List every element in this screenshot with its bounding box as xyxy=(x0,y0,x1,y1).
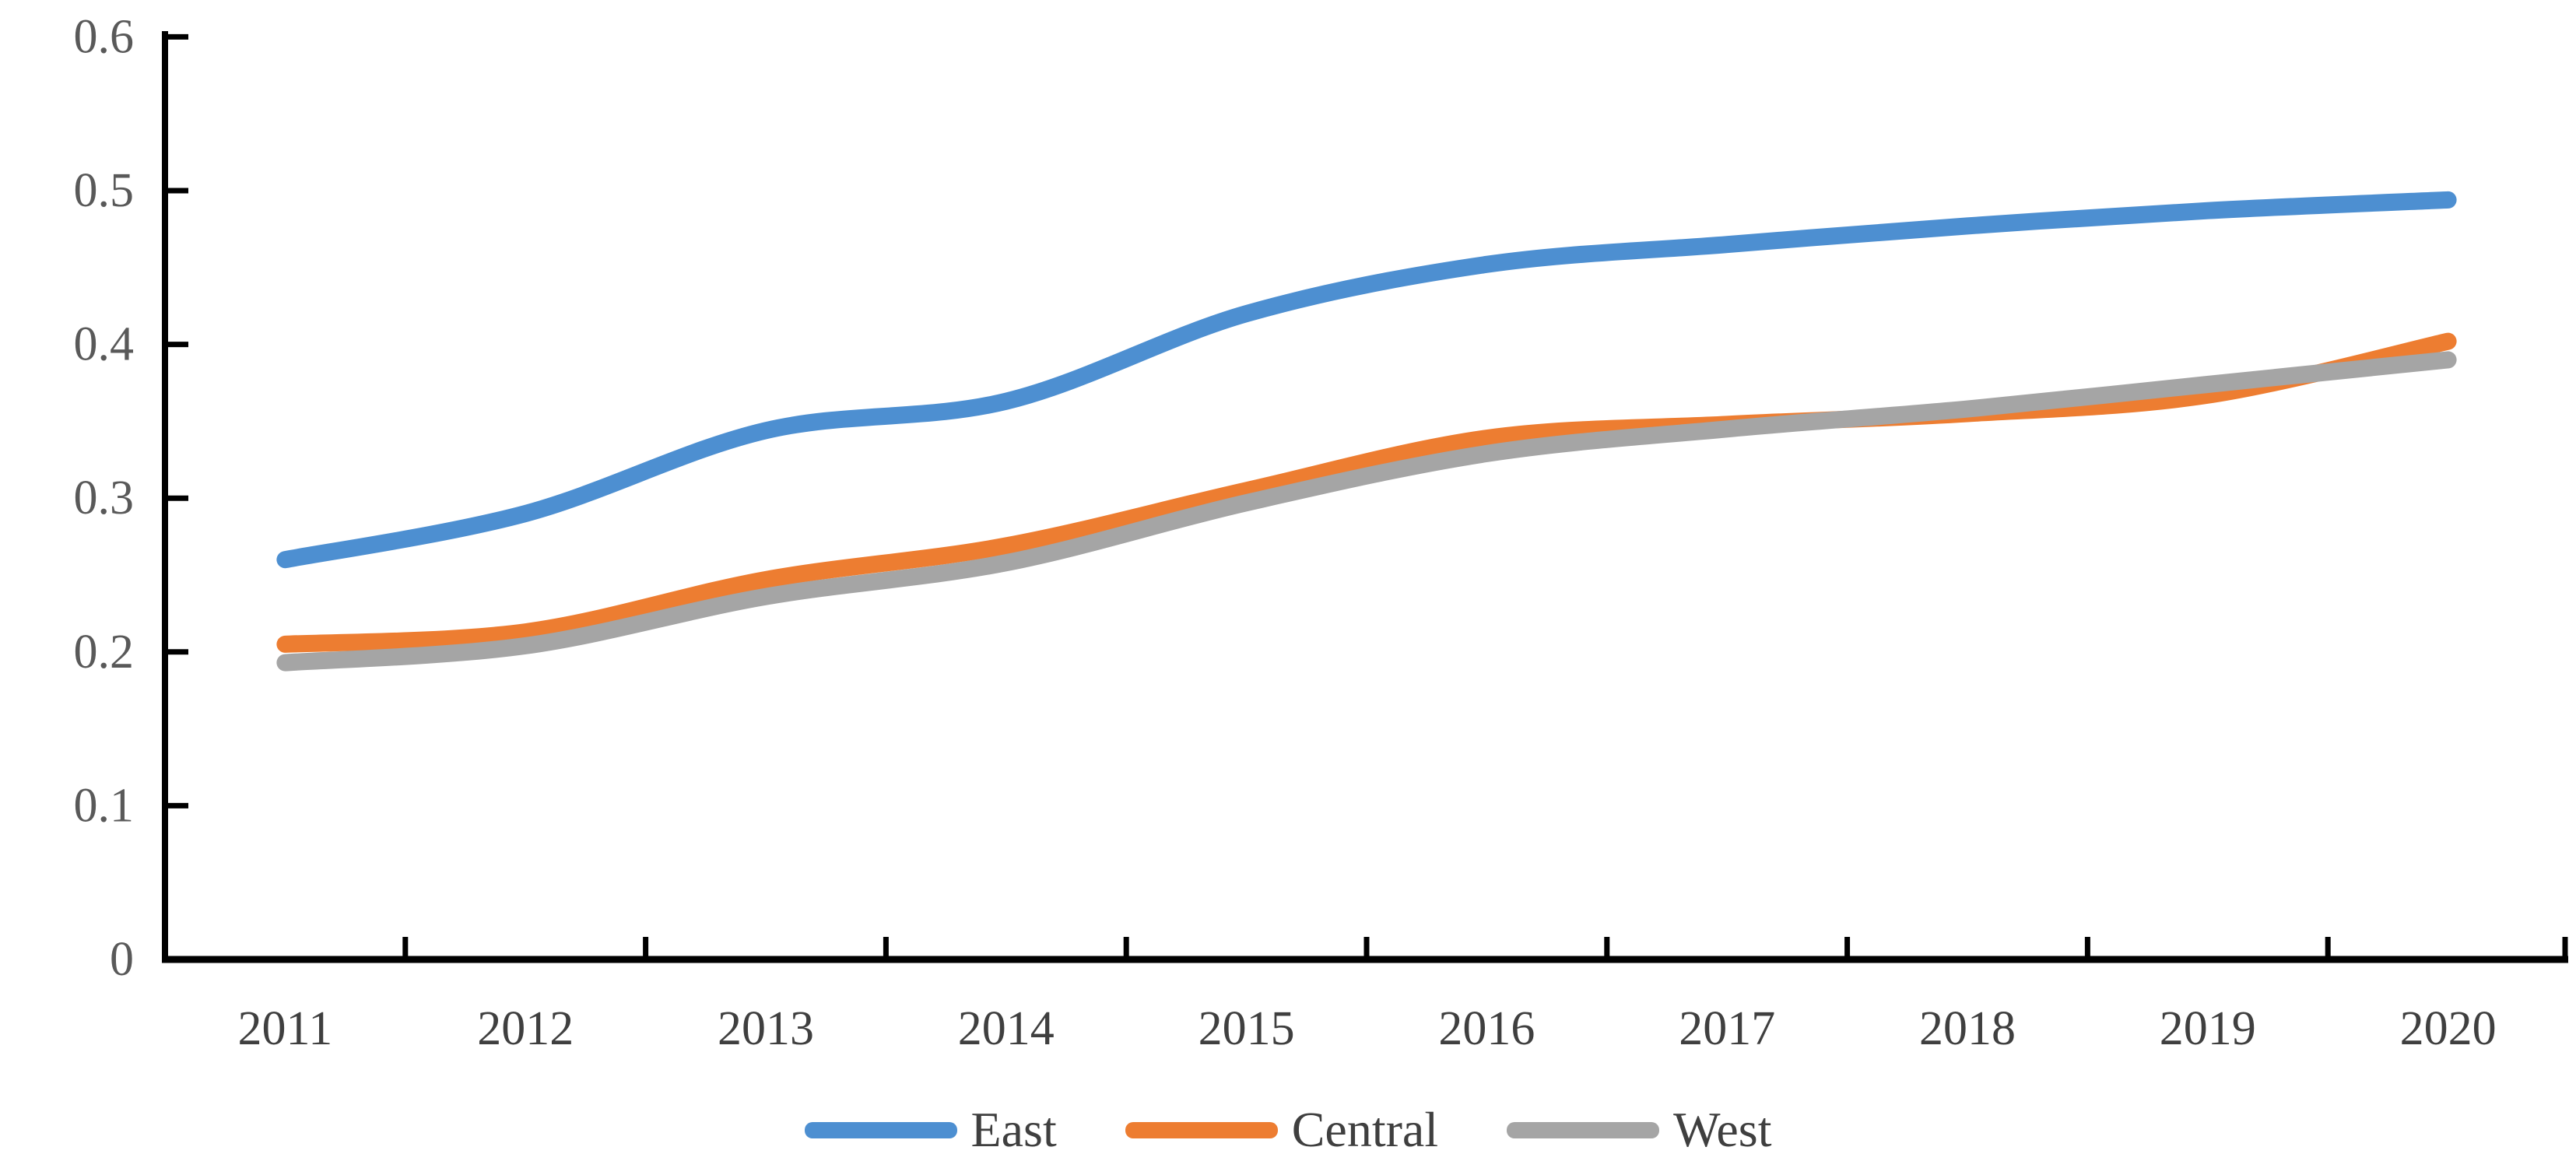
x-tick-label: 2011 xyxy=(238,1002,333,1055)
x-tick-label: 2019 xyxy=(2160,1002,2256,1055)
legend-label-west: West xyxy=(1673,1102,1772,1157)
legend-label-east: East xyxy=(970,1102,1057,1157)
legend-item-east: East xyxy=(804,1102,1057,1157)
y-tick-label: 0.3 xyxy=(74,472,135,524)
y-tick-label: 0.2 xyxy=(74,626,135,679)
y-tick-label: 0 xyxy=(110,933,134,986)
x-tick-label: 2020 xyxy=(2400,1002,2497,1055)
x-tick-label: 2017 xyxy=(1679,1002,1775,1055)
series-line-east xyxy=(276,191,2457,569)
series-line-central xyxy=(276,332,2457,653)
x-tick-label: 2013 xyxy=(718,1002,814,1055)
series-line-west xyxy=(276,351,2457,672)
x-tick-label: 2014 xyxy=(958,1002,1055,1055)
x-tick-label: 2016 xyxy=(1438,1002,1535,1055)
legend-label-central: Central xyxy=(1291,1102,1439,1157)
y-tick-label: 0.5 xyxy=(74,164,135,217)
x-tick-label: 2012 xyxy=(477,1002,574,1055)
x-tick-label: 2015 xyxy=(1199,1002,1295,1055)
y-tick-label: 0.6 xyxy=(74,10,135,63)
y-tick-label: 0.4 xyxy=(74,318,135,371)
y-tick-label: 0.1 xyxy=(74,779,135,832)
legend-item-central: Central xyxy=(1125,1105,1438,1155)
x-tick-label: 2018 xyxy=(1919,1002,2016,1055)
legend-item-west: West xyxy=(1507,1105,1771,1155)
chart-legend: East Central West xyxy=(0,1091,2576,1169)
west-line-swatch xyxy=(1507,1121,1660,1138)
central-line-swatch xyxy=(1125,1121,1278,1138)
east-line-swatch xyxy=(804,1121,957,1138)
